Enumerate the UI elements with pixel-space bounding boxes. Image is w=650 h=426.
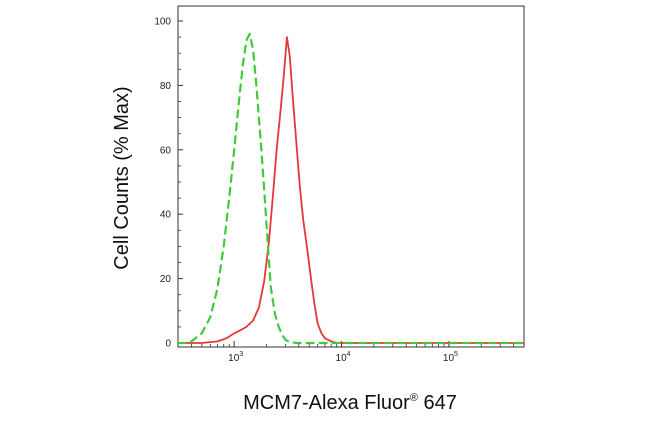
x-tick-label-base: 10 bbox=[443, 353, 455, 364]
y-tick-label: 0 bbox=[165, 339, 171, 350]
x-tick-label-exponent: 4 bbox=[347, 351, 351, 358]
plot-frame bbox=[177, 5, 525, 348]
y-tick-label: 40 bbox=[160, 210, 172, 221]
x-tick-label-exponent: 3 bbox=[239, 351, 243, 358]
x-tick-label-base: 10 bbox=[336, 353, 348, 364]
y-tick-label: 80 bbox=[160, 81, 172, 92]
x-tick-label-exponent: 5 bbox=[454, 351, 458, 358]
histogram-series-solid bbox=[177, 36, 525, 344]
x-tick-label-base: 10 bbox=[228, 353, 240, 364]
y-tick-label: 20 bbox=[160, 274, 172, 285]
x-axis-title-prefix: MCM7-Alexa Fluor bbox=[243, 392, 410, 414]
histogram-series-dashed bbox=[176, 32, 526, 345]
y-tick-label: 60 bbox=[160, 145, 172, 156]
x-axis-title-mark: ® bbox=[410, 392, 418, 404]
x-axis-ticks: 103 104 105 bbox=[177, 341, 525, 364]
x-tick-label: 105 bbox=[443, 351, 458, 364]
y-axis-ticks: 0 20 40 60 80 100 bbox=[154, 17, 183, 350]
x-tick-label: 103 bbox=[228, 351, 243, 364]
x-tick-label: 104 bbox=[336, 351, 351, 364]
series-layer bbox=[176, 32, 526, 345]
y-axis-title: Cell Counts (% Max) bbox=[111, 86, 133, 269]
x-axis-title: MCM7-Alexa Fluor® 647 bbox=[243, 392, 457, 414]
y-tick-label: 100 bbox=[154, 17, 171, 28]
x-axis-title-suffix: 647 bbox=[418, 392, 457, 414]
